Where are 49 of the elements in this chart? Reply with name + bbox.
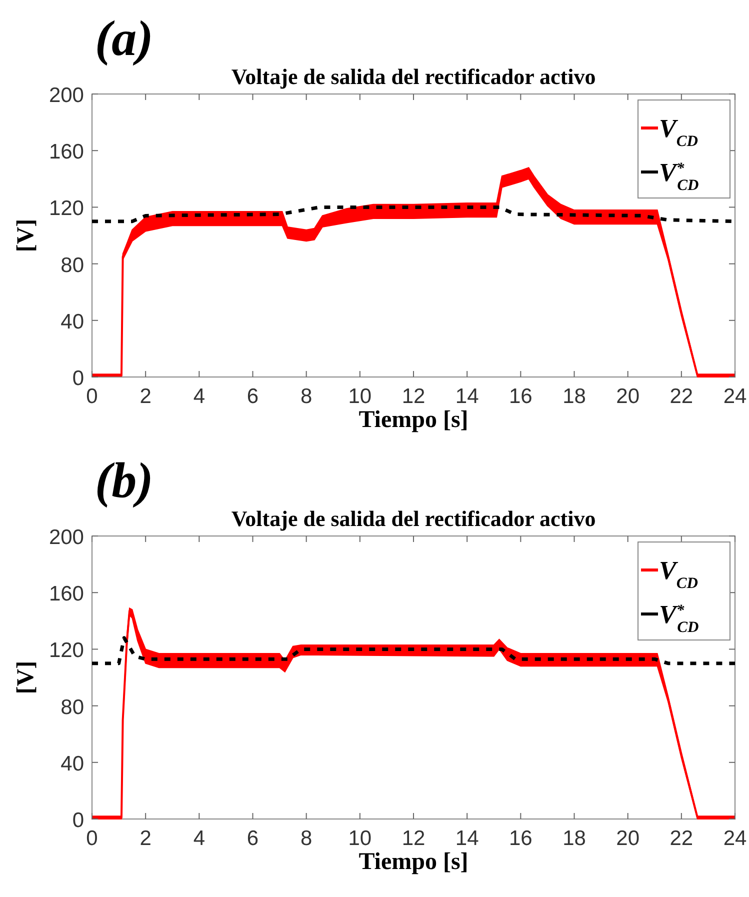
x-tick-label: 20 (616, 827, 640, 850)
x-tick-label: 22 (670, 385, 694, 408)
y-tick-label: 0 (72, 367, 84, 390)
x-tick-label: 22 (670, 827, 694, 850)
x-tick-label: 2 (140, 827, 152, 850)
x-axis-title: Tiempo [s] (358, 407, 468, 433)
y-tick-label: 40 (60, 310, 84, 334)
x-tick-label: 16 (508, 385, 532, 408)
y-tick-label: 160 (48, 582, 84, 606)
y-tick-label: 80 (60, 254, 84, 277)
x-tick-label: 2 (140, 385, 152, 408)
x-tick-label: 18 (562, 827, 586, 850)
x-tick-label: 4 (193, 827, 206, 850)
x-tick-label: 16 (508, 827, 532, 850)
legend-label: V$_{CD}$ (659, 114, 698, 150)
y-tick-label: 40 (60, 752, 84, 776)
x-tick-label: 18 (562, 385, 586, 408)
y-tick-label: 0 (72, 809, 84, 832)
legend-label: V$_{CD}$ (659, 556, 698, 592)
x-tick-label: 0 (86, 385, 98, 408)
x-tick-label: 6 (246, 385, 259, 408)
y-tick-label: 120 (48, 639, 84, 662)
x-tick-label: 10 (348, 385, 372, 408)
x-tick-label: 14 (455, 827, 480, 850)
x-tick-label: 6 (246, 827, 259, 850)
y-tick-label: 160 (48, 140, 84, 164)
chart-title: Voltaje de salida del rectificador activo (231, 506, 596, 531)
x-tick-label: 14 (455, 385, 480, 408)
x-tick-label: 0 (86, 827, 98, 850)
y-tick-label: 120 (48, 197, 84, 220)
x-tick-label: 8 (300, 385, 312, 408)
text: (b) (95, 452, 154, 508)
x-tick-label: 8 (300, 827, 312, 850)
x-tick-label: 12 (402, 385, 426, 408)
x-tick-label: 10 (348, 827, 372, 850)
y-tick-label: 200 (48, 84, 84, 107)
line-series (90, 636, 737, 666)
text: (a) (95, 10, 154, 66)
x-tick-label: 12 (402, 827, 426, 850)
x-tick-label: 4 (193, 385, 206, 408)
x-tick-label: 20 (616, 385, 640, 408)
x-tick-label: 24 (723, 385, 747, 408)
x-tick-label: 24 (723, 827, 747, 850)
x-axis-title: Tiempo [s] (358, 849, 468, 875)
y-tick-label: 80 (60, 696, 84, 719)
y-axis-title: [V] (13, 218, 39, 252)
chart-title: Voltaje de salida del rectificador activo (231, 64, 596, 89)
y-tick-label: 200 (48, 526, 84, 549)
y-axis-title: [V] (13, 660, 39, 694)
